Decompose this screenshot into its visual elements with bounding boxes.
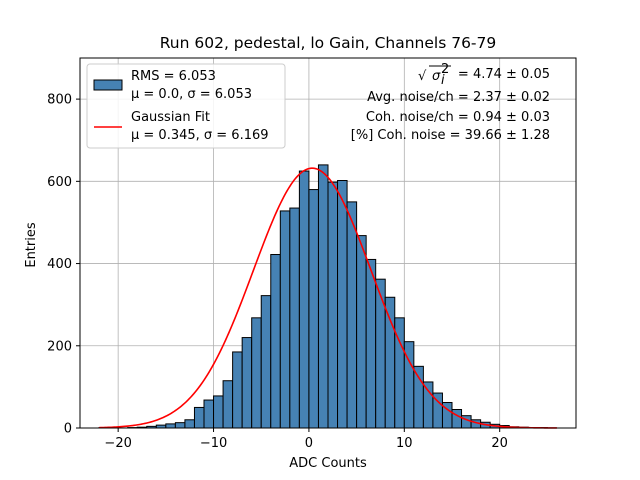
histogram-bar xyxy=(337,180,348,429)
y-tick-label: 200 xyxy=(47,339,72,354)
stats-avg-noise: Avg. noise/ch = 2.37 ± 0.02 xyxy=(367,90,550,105)
x-axis-label: ADC Counts xyxy=(289,456,367,471)
legend-histogram-label-line1: RMS = 6.053 xyxy=(131,69,216,84)
x-tick-label: 0 xyxy=(305,436,313,451)
stats-line1-value: = 4.74 ± 0.05 xyxy=(458,67,550,82)
histogram-bar xyxy=(384,296,396,429)
y-axis-label: Entries xyxy=(24,222,39,268)
histogram-bar xyxy=(451,409,463,429)
x-tick-label: 10 xyxy=(396,436,413,451)
histogram-bar xyxy=(413,365,424,429)
histogram-bar xyxy=(184,419,195,429)
y-axis-ticks: 0 200 400 600 800 xyxy=(47,93,80,437)
histogram-bar xyxy=(174,422,186,429)
sqrt-symbol: √ xyxy=(418,69,427,84)
histogram-bar xyxy=(298,170,310,429)
histogram-bar xyxy=(165,423,176,429)
histogram-bar xyxy=(193,406,205,429)
histogram-bar xyxy=(279,210,291,429)
sigma-superscript: 2 xyxy=(441,62,449,77)
histogram-bar xyxy=(289,207,300,429)
x-tick-label: 20 xyxy=(491,436,508,451)
sigma-symbol: σ xyxy=(432,69,441,84)
histogram-bar xyxy=(241,337,253,429)
histogram-bar xyxy=(346,201,358,429)
legend: RMS = 6.053 μ = 0.0, σ = 6.053 Gaussian … xyxy=(86,63,286,149)
legend-fit-label-line1: Gaussian Fit xyxy=(131,110,210,125)
stats-line-sqrt-sigma: √ σ 2 i = 4.74 ± 0.05 xyxy=(418,62,550,88)
histogram-bars xyxy=(98,164,548,429)
stats-coh-noise: Coh. noise/ch = 0.94 ± 0.03 xyxy=(366,110,550,125)
x-tick-label: −10 xyxy=(200,436,227,451)
histogram-bar xyxy=(232,351,243,429)
histogram-bar xyxy=(422,381,434,429)
x-axis-ticks: −20 −10 0 10 20 xyxy=(104,428,508,451)
histogram-bar xyxy=(365,258,377,429)
gaussian-fit-curve xyxy=(99,167,557,429)
x-tick-label: −20 xyxy=(104,436,131,451)
histogram-bar xyxy=(203,399,215,429)
histogram-bar xyxy=(270,254,281,429)
histogram-bar xyxy=(251,317,262,429)
histogram-bar xyxy=(375,278,386,429)
gaussian-fit xyxy=(99,167,557,429)
legend-fit-label-line2: μ = 0.345, σ = 6.169 xyxy=(131,128,269,143)
sigma-subscript: i xyxy=(441,73,445,88)
histogram-bar xyxy=(356,235,367,429)
legend-box xyxy=(86,63,286,149)
y-tick-label: 600 xyxy=(47,175,72,190)
legend-histogram-label-line2: μ = 0.0, σ = 6.053 xyxy=(131,87,252,102)
y-tick-label: 400 xyxy=(47,257,72,272)
histogram-bar xyxy=(308,189,319,429)
histogram-bar xyxy=(222,380,234,429)
histogram-bar xyxy=(317,164,329,429)
plot-frame xyxy=(79,57,577,429)
noise-stats: √ σ 2 i = 4.74 ± 0.05 Avg. noise/ch = 2.… xyxy=(351,62,550,143)
histogram-bar xyxy=(260,295,272,429)
histogram-bar xyxy=(213,395,224,429)
y-tick-label: 0 xyxy=(64,422,72,437)
stats-coh-noise-percent: [%] Coh. noise = 39.66 ± 1.28 xyxy=(351,128,550,143)
chart-title: Run 602, pedestal, lo Gain, Channels 76-… xyxy=(160,34,497,52)
y-tick-label: 800 xyxy=(47,93,72,108)
histogram-bar xyxy=(327,181,339,429)
legend-histogram-swatch xyxy=(93,79,123,91)
